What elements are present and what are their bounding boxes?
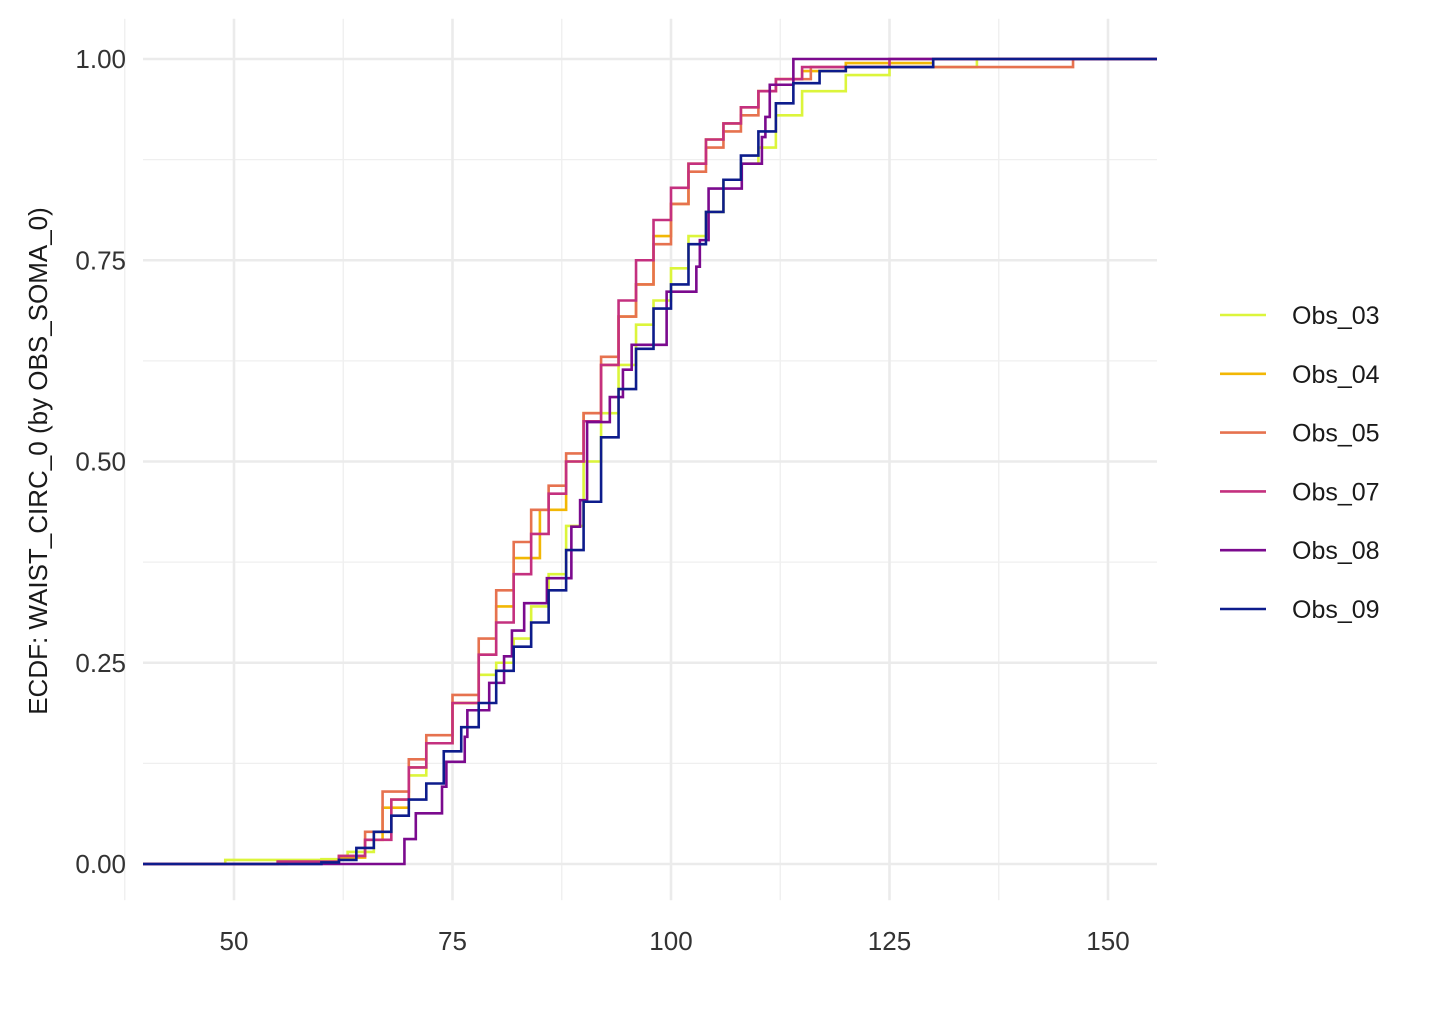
series-layer	[143, 57, 1157, 866]
y-tick-label: 0.25	[75, 648, 126, 678]
ecdf-line-obs-07	[143, 57, 1157, 866]
y-tick-label: 0.50	[75, 447, 126, 477]
x-tick-label: 50	[220, 926, 249, 956]
axes: 50 75 100 125 150 0.00 0.25 0.50 0.75 1.00	[75, 44, 1129, 956]
grid	[124, 18, 1157, 901]
y-tick-label: 0.75	[75, 245, 126, 275]
ecdf-line-obs-09	[143, 57, 1157, 866]
x-tick-label: 75	[438, 926, 467, 956]
ecdf-line-obs-08	[143, 57, 1157, 866]
legend: Obs_03 Obs_04 Obs_05 Obs_07 Obs_08 Obs_09	[1220, 302, 1380, 624]
legend-label: Obs_04	[1292, 361, 1380, 389]
y-axis-label: ECDF: WAIST_CIRC_0 (by OBS_SOMA_0)	[23, 207, 53, 715]
x-tick-label: 100	[649, 926, 692, 956]
legend-label: Obs_08	[1292, 537, 1380, 565]
legend-label: Obs_03	[1292, 302, 1380, 330]
legend-label: Obs_09	[1292, 596, 1380, 624]
legend-label: Obs_05	[1292, 420, 1380, 448]
x-tick-label: 125	[868, 926, 911, 956]
y-tick-label: 0.00	[75, 849, 126, 879]
y-tick-label: 1.00	[75, 44, 126, 74]
legend-label: Obs_07	[1292, 478, 1380, 506]
x-tick-label: 150	[1086, 926, 1129, 956]
